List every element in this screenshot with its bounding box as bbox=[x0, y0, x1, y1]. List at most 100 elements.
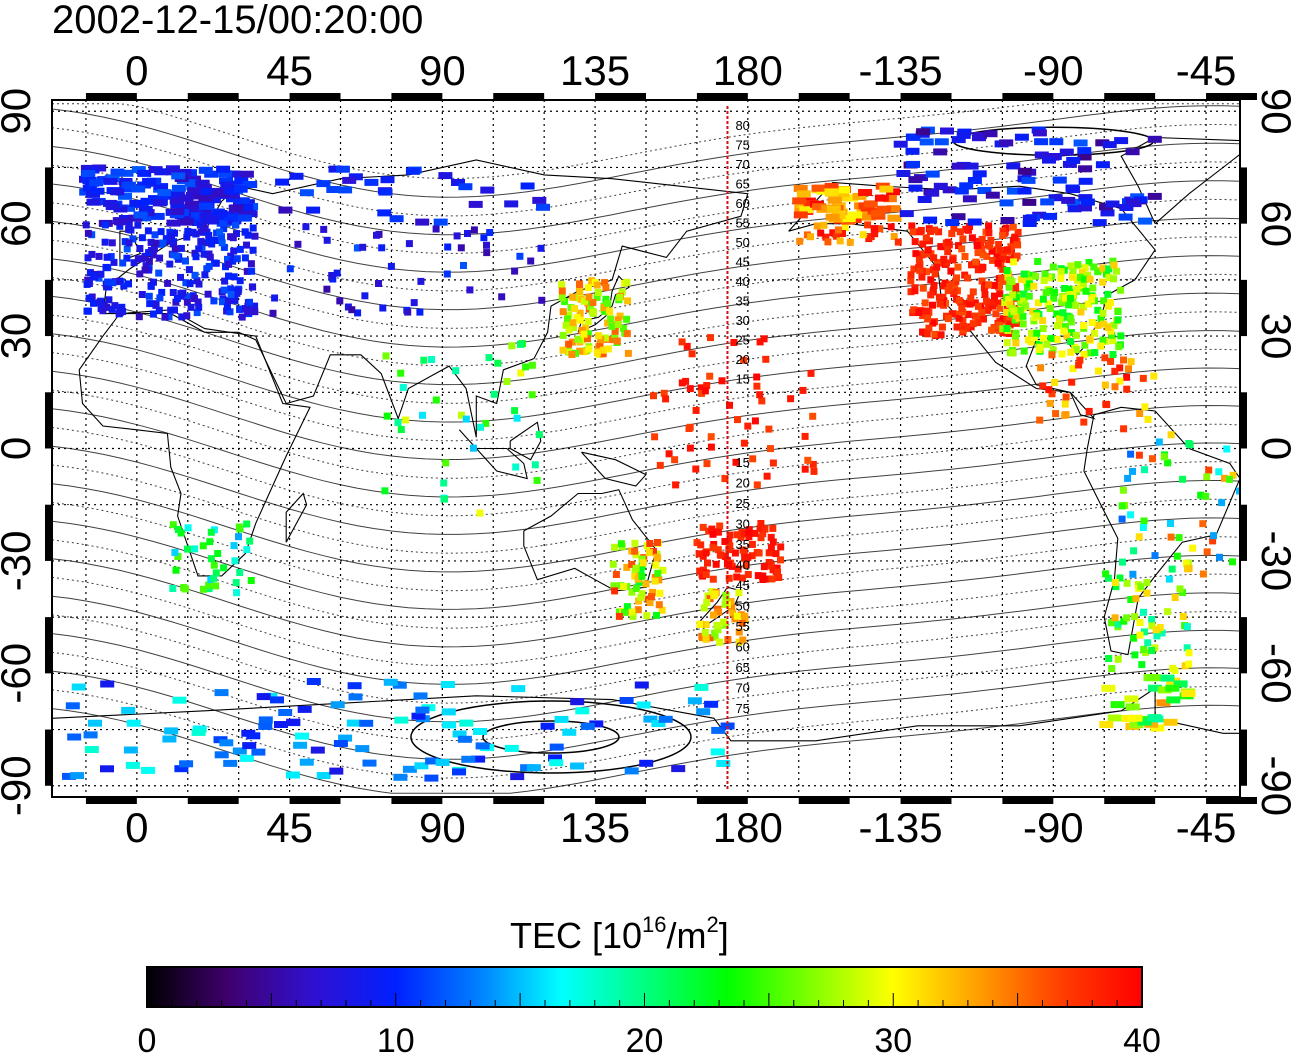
tec-point bbox=[362, 759, 377, 767]
tec-point bbox=[958, 245, 966, 253]
tec-point bbox=[155, 306, 163, 314]
tec-point bbox=[1229, 558, 1236, 566]
tec-point bbox=[1135, 451, 1143, 459]
tec-point bbox=[485, 354, 493, 362]
tec-point bbox=[745, 529, 752, 537]
lon-tick-top: -135 bbox=[859, 47, 943, 94]
tec-point bbox=[1048, 390, 1056, 398]
tec-point bbox=[278, 709, 293, 716]
tec-point bbox=[642, 580, 650, 588]
tec-point bbox=[377, 209, 392, 217]
tec-point bbox=[1034, 299, 1042, 307]
tec-point bbox=[227, 285, 235, 293]
tec-point bbox=[138, 205, 153, 213]
tec-point bbox=[248, 267, 256, 275]
tec-point bbox=[933, 263, 941, 271]
tec-point bbox=[839, 230, 846, 237]
tec-point bbox=[809, 412, 817, 420]
tec-point bbox=[967, 177, 982, 184]
lat-tick-right: 30 bbox=[1253, 313, 1292, 360]
tec-point bbox=[836, 237, 844, 245]
tec-point bbox=[562, 728, 577, 736]
tec-point bbox=[71, 683, 86, 691]
tec-point bbox=[181, 585, 189, 593]
tec-point bbox=[590, 308, 597, 316]
tec-point bbox=[870, 225, 878, 233]
tec-point bbox=[933, 258, 941, 266]
tec-point bbox=[1114, 655, 1122, 663]
tec-point bbox=[877, 205, 892, 213]
tec-point bbox=[951, 162, 966, 170]
tec-point bbox=[918, 273, 926, 281]
tec-point bbox=[972, 258, 980, 266]
south-pole-contour-inner bbox=[482, 720, 620, 754]
tec-point bbox=[1167, 431, 1175, 439]
tec-point bbox=[425, 757, 440, 765]
tec-point bbox=[179, 218, 194, 226]
tec-point bbox=[191, 728, 206, 736]
tec-point bbox=[1068, 329, 1075, 337]
tec-point bbox=[1151, 552, 1159, 560]
tec-point bbox=[196, 221, 204, 229]
tec-point bbox=[1123, 385, 1131, 393]
tec-point bbox=[940, 127, 954, 135]
tec-point bbox=[1005, 296, 1012, 304]
tec-point bbox=[960, 323, 968, 330]
tec-point bbox=[709, 530, 717, 538]
tec-point bbox=[593, 349, 601, 357]
tec-point bbox=[184, 200, 199, 208]
tec-point bbox=[142, 262, 150, 270]
tec-point bbox=[832, 232, 840, 240]
tec-point bbox=[728, 604, 736, 612]
tec-point bbox=[210, 297, 218, 305]
tec-point bbox=[137, 169, 152, 177]
map-grid bbox=[52, 100, 1240, 797]
tec-point bbox=[964, 310, 972, 318]
meridian-label: 25 bbox=[735, 496, 749, 511]
tec-point bbox=[1069, 273, 1077, 281]
tec-point bbox=[239, 754, 254, 762]
tec-point bbox=[1022, 198, 1037, 206]
tec-point bbox=[119, 259, 127, 267]
tec-point bbox=[533, 476, 541, 484]
tec-point bbox=[956, 131, 971, 139]
tec-point bbox=[863, 200, 878, 208]
tec-point bbox=[243, 520, 251, 528]
tec-point bbox=[1077, 153, 1092, 161]
tec-point bbox=[1080, 275, 1088, 283]
tec-point bbox=[411, 712, 426, 720]
tec-point bbox=[152, 239, 160, 247]
tec-point bbox=[1182, 559, 1190, 567]
tec-point bbox=[1184, 565, 1191, 573]
tec-point bbox=[1028, 329, 1035, 337]
tec-point bbox=[1110, 322, 1118, 329]
tec-point bbox=[218, 233, 225, 241]
tec-point bbox=[441, 495, 448, 503]
tec-point bbox=[643, 715, 658, 723]
tec-point bbox=[732, 458, 740, 466]
lat-tick-left: 30 bbox=[0, 313, 39, 360]
tec-point bbox=[578, 336, 586, 344]
tec-point bbox=[107, 253, 115, 261]
tec-point bbox=[1148, 616, 1156, 623]
tec-point bbox=[716, 760, 731, 767]
tec-point bbox=[1135, 533, 1143, 541]
tec-point bbox=[195, 179, 210, 187]
tec-point bbox=[121, 238, 129, 246]
frame-scale-top bbox=[696, 93, 748, 100]
tec-point bbox=[471, 755, 486, 763]
tec-point bbox=[1078, 177, 1093, 185]
tec-point bbox=[702, 549, 709, 557]
tec-point bbox=[1146, 674, 1161, 682]
tec-point bbox=[216, 228, 224, 236]
tec-point bbox=[702, 571, 710, 578]
tec-point bbox=[1125, 365, 1132, 373]
tec-point bbox=[172, 298, 180, 306]
tec-point bbox=[375, 280, 382, 287]
tec-point bbox=[967, 218, 982, 226]
tec-point bbox=[157, 189, 172, 197]
tec-point bbox=[224, 213, 239, 221]
tec-point bbox=[335, 165, 350, 173]
tec-point bbox=[961, 253, 969, 260]
tec-point bbox=[623, 603, 631, 611]
